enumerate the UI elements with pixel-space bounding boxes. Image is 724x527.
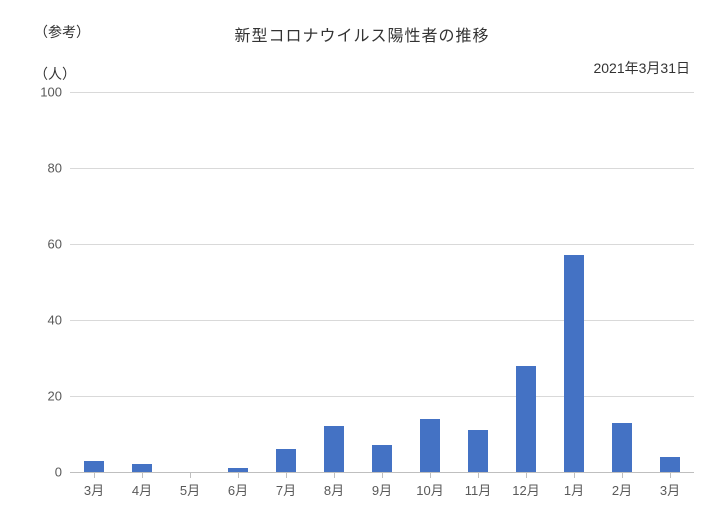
x-tick-label: 11月 bbox=[465, 480, 492, 499]
x-tick-mark bbox=[286, 472, 287, 478]
plot-area: 0204060801003月4月5月6月7月8月9月10月11月12月1月2月3… bbox=[70, 92, 694, 472]
bar bbox=[516, 366, 536, 472]
x-tick-label: 12月 bbox=[512, 480, 539, 499]
x-tick-label: 3月 bbox=[84, 480, 104, 499]
x-tick-label: 9月 bbox=[372, 480, 392, 499]
x-tick-mark bbox=[238, 472, 239, 478]
bar bbox=[372, 445, 392, 472]
x-tick-mark bbox=[670, 472, 671, 478]
gridline bbox=[70, 320, 694, 321]
bar-chart: 0204060801003月4月5月6月7月8月9月10月11月12月1月2月3… bbox=[70, 92, 694, 472]
x-tick-mark bbox=[526, 472, 527, 478]
x-tick-mark bbox=[94, 472, 95, 478]
x-tick-label: 3月 bbox=[660, 480, 680, 499]
y-axis-unit: （人） bbox=[34, 64, 76, 84]
x-tick-mark bbox=[190, 472, 191, 478]
x-tick-mark bbox=[430, 472, 431, 478]
gridline bbox=[70, 396, 694, 397]
bar bbox=[132, 464, 152, 472]
gridline bbox=[70, 168, 694, 169]
bar bbox=[84, 461, 104, 472]
chart-title: 新型コロナウイルス陽性者の推移 bbox=[0, 22, 724, 46]
bar bbox=[276, 449, 296, 472]
gridline bbox=[70, 92, 694, 93]
x-tick-mark bbox=[142, 472, 143, 478]
bar bbox=[612, 423, 632, 472]
x-tick-mark bbox=[574, 472, 575, 478]
y-tick-label: 40 bbox=[22, 313, 62, 328]
bar bbox=[564, 255, 584, 472]
gridline bbox=[70, 244, 694, 245]
x-tick-label: 5月 bbox=[180, 480, 200, 499]
y-tick-label: 100 bbox=[22, 85, 62, 100]
x-tick-label: 6月 bbox=[228, 480, 248, 499]
y-tick-label: 60 bbox=[22, 237, 62, 252]
x-tick-mark bbox=[382, 472, 383, 478]
bar bbox=[468, 430, 488, 472]
x-tick-label: 7月 bbox=[276, 480, 296, 499]
x-tick-label: 4月 bbox=[132, 480, 152, 499]
bar bbox=[420, 419, 440, 472]
x-tick-label: 1月 bbox=[564, 480, 584, 499]
x-tick-mark bbox=[622, 472, 623, 478]
y-tick-label: 80 bbox=[22, 161, 62, 176]
y-tick-label: 20 bbox=[22, 389, 62, 404]
x-tick-label: 10月 bbox=[416, 480, 443, 499]
bar bbox=[660, 457, 680, 472]
x-tick-label: 2月 bbox=[612, 480, 632, 499]
x-tick-mark bbox=[478, 472, 479, 478]
as-of-date: 2021年3月31日 bbox=[593, 58, 690, 78]
x-tick-mark bbox=[334, 472, 335, 478]
bar bbox=[324, 426, 344, 472]
y-tick-label: 0 bbox=[22, 465, 62, 480]
x-tick-label: 8月 bbox=[324, 480, 344, 499]
